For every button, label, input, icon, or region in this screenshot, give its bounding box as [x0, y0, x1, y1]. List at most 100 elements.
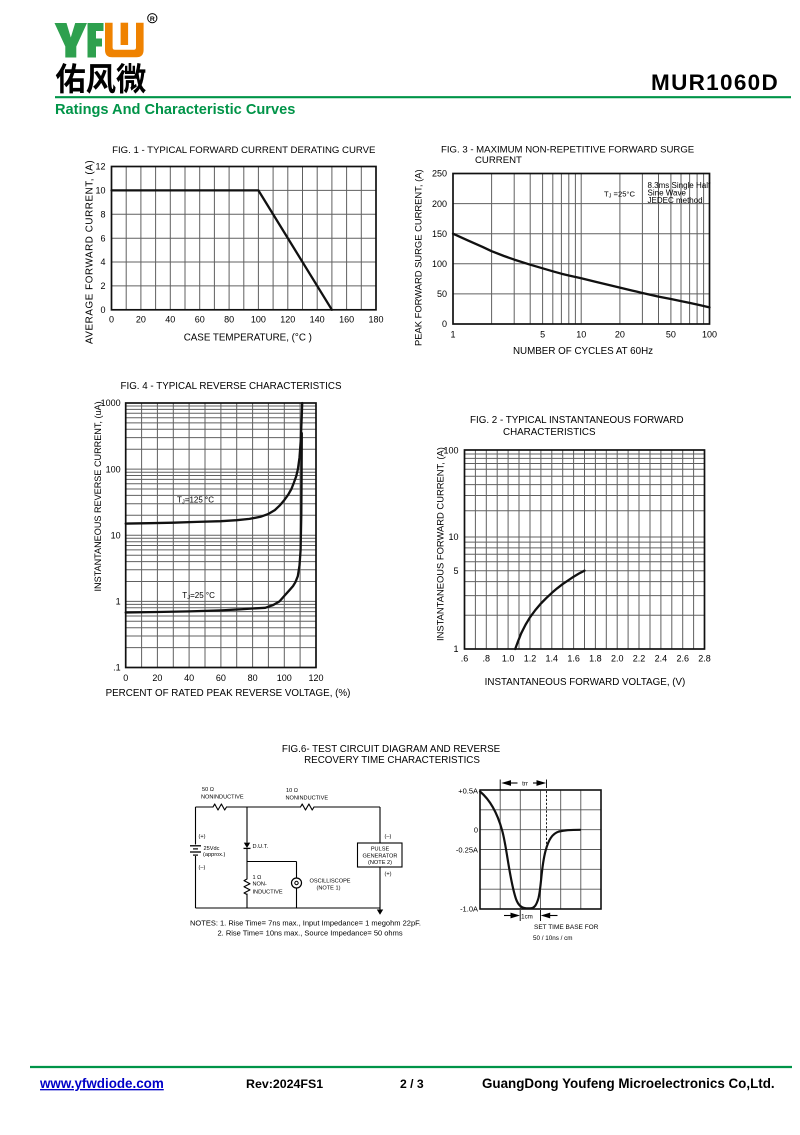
svg-text:FIG. 4 - TYPICAL REVERSE CHARA: FIG. 4 - TYPICAL REVERSE CHARACTERISTICS: [120, 381, 341, 392]
svg-text:2: 2: [100, 281, 105, 291]
svg-text:(–): (–): [385, 834, 392, 840]
svg-text:NONINDUCTIVE: NONINDUCTIVE: [286, 796, 329, 802]
svg-text:.6: .6: [461, 654, 469, 664]
svg-text:INSTANTANEOUS REVERSE CURRENT,: INSTANTANEOUS REVERSE CURRENT, (uA): [93, 401, 103, 591]
svg-text:(+): (+): [199, 834, 206, 840]
svg-text:40: 40: [184, 673, 194, 683]
svg-text:120: 120: [280, 315, 295, 325]
svg-text:INSTANTANEOUS FORWARD VOLTAGE,: INSTANTANEOUS FORWARD VOLTAGE, (V): [485, 677, 686, 688]
svg-text:1.0: 1.0: [502, 654, 515, 664]
svg-text:(approx.): (approx.): [203, 852, 226, 858]
svg-text:140: 140: [310, 315, 325, 325]
svg-text:PULSE: PULSE: [371, 847, 390, 853]
svg-text:CASE TEMPERATURE, (°C ): CASE TEMPERATURE, (°C ): [184, 333, 312, 344]
svg-text:60: 60: [195, 315, 205, 325]
svg-text:INDUCTIVE: INDUCTIVE: [253, 890, 283, 896]
svg-text:FIG. 3 - MAXIMUM NON-REPETITIV: FIG. 3 - MAXIMUM NON-REPETITIVE FORWARD …: [441, 145, 694, 156]
svg-text:INSTANTANEOUS FORWARD CURRENT,: INSTANTANEOUS FORWARD CURRENT, (A): [435, 447, 446, 641]
svg-text:-1.0A: -1.0A: [460, 905, 478, 914]
svg-text:0: 0: [109, 315, 114, 325]
svg-text:160: 160: [339, 315, 354, 325]
svg-text:(NOTE 1): (NOTE 1): [317, 886, 341, 892]
svg-text:10: 10: [576, 330, 586, 340]
svg-text:0: 0: [442, 319, 447, 329]
svg-text:120: 120: [308, 673, 323, 683]
svg-text:2. Rise Time= 10ns max., Sourc: 2. Rise Time= 10ns max., Source Impedanc…: [218, 929, 403, 938]
svg-text:250: 250: [432, 169, 447, 179]
svg-text:20: 20: [152, 673, 162, 683]
svg-text:200: 200: [432, 199, 447, 209]
svg-text:8: 8: [100, 210, 105, 220]
svg-text:1: 1: [116, 597, 121, 607]
svg-text:1cm: 1cm: [521, 913, 533, 920]
svg-text:PERCENT OF RATED PEAK REVERSE: PERCENT OF RATED PEAK REVERSE VOLTAGE, (…: [106, 688, 351, 699]
svg-text:2.4: 2.4: [655, 654, 668, 664]
svg-text:NON-: NON-: [253, 882, 267, 888]
svg-text:1.4: 1.4: [546, 654, 559, 664]
svg-text:25Vdc: 25Vdc: [204, 846, 220, 852]
svg-text:2.2: 2.2: [633, 654, 646, 664]
svg-text:1: 1: [453, 644, 458, 654]
svg-text:NUMBER OF CYCLES AT 60Hz: NUMBER OF CYCLES AT 60Hz: [513, 346, 653, 357]
svg-text:GENERATOR: GENERATOR: [363, 854, 398, 860]
svg-text:0: 0: [123, 673, 128, 683]
svg-text:50: 50: [666, 330, 676, 340]
svg-text:CHARACTERISTICS: CHARACTERISTICS: [503, 427, 596, 438]
svg-text:+0.5A: +0.5A: [458, 787, 478, 796]
svg-text:CURRENT: CURRENT: [475, 155, 522, 166]
svg-text:trr: trr: [522, 781, 528, 788]
svg-text:100: 100: [251, 315, 266, 325]
svg-text:8.3ms Single Half: 8.3ms Single Half: [648, 181, 711, 190]
svg-text:TJ =25°C: TJ =25°C: [604, 190, 635, 200]
svg-text:2.0: 2.0: [611, 654, 624, 664]
svg-text:GuangDong Youfeng Microelectro: GuangDong Youfeng Microelectronics Co,Lt…: [482, 1076, 775, 1091]
svg-text:JEDEC method: JEDEC method: [648, 196, 703, 205]
svg-text:FIG. 1 - TYPICAL FORWARD CURRE: FIG. 1 - TYPICAL FORWARD CURRENT DERATIN…: [112, 145, 375, 156]
svg-text:NONINDUCTIVE: NONINDUCTIVE: [201, 795, 244, 801]
svg-text:Ratings And Characteristic Cur: Ratings And Characteristic Curves: [55, 102, 295, 118]
svg-text:1 Ω: 1 Ω: [253, 875, 262, 881]
svg-text:10: 10: [111, 531, 121, 541]
svg-text:50 / 10ns / cm: 50 / 10ns / cm: [533, 935, 573, 942]
svg-text:Sine Wave: Sine Wave: [648, 189, 687, 198]
svg-text:.1: .1: [113, 663, 121, 673]
svg-text:40: 40: [165, 315, 175, 325]
svg-text:-0.25A: -0.25A: [456, 846, 478, 855]
svg-text:10 Ω: 10 Ω: [286, 788, 298, 794]
svg-text:60: 60: [216, 673, 226, 683]
svg-text:Rev:2024FS1: Rev:2024FS1: [246, 1077, 323, 1091]
svg-text:OSCILLISCOPE: OSCILLISCOPE: [310, 879, 351, 885]
svg-text:TJ=125 °C: TJ=125 °C: [177, 495, 214, 505]
svg-text:100: 100: [432, 259, 447, 269]
svg-text:2.8: 2.8: [698, 654, 711, 664]
svg-text:(+): (+): [385, 872, 392, 878]
svg-text:20: 20: [136, 315, 146, 325]
svg-text:MUR1060D: MUR1060D: [651, 70, 779, 95]
svg-text:1.2: 1.2: [524, 654, 537, 664]
svg-text:4: 4: [100, 257, 105, 267]
svg-text:100: 100: [106, 464, 121, 474]
svg-text:AVERAGE FORWARD CURRENT, (A): AVERAGE FORWARD CURRENT, (A): [85, 160, 96, 344]
svg-text:FIG.6- TEST CIRCUIT DIAGRAM AN: FIG.6- TEST CIRCUIT DIAGRAM AND REVERSE: [282, 744, 501, 755]
svg-text:(NOTE 2): (NOTE 2): [368, 860, 392, 866]
svg-text:1.8: 1.8: [589, 654, 602, 664]
svg-text:80: 80: [224, 315, 234, 325]
svg-text:R: R: [150, 16, 155, 23]
svg-text:2 / 3: 2 / 3: [400, 1077, 424, 1091]
svg-text:50: 50: [437, 289, 447, 299]
svg-text:NOTES: 1. Rise Time= 7ns max.: NOTES: 1. Rise Time= 7ns max., Input Imp…: [190, 919, 421, 928]
svg-text:6: 6: [100, 233, 105, 243]
svg-text:PEAK FORWARD SURGE CURRENT, (A: PEAK FORWARD SURGE CURRENT, (A): [413, 169, 424, 346]
svg-text:50 Ω: 50 Ω: [202, 787, 214, 793]
svg-text:10: 10: [448, 532, 458, 542]
svg-text:100: 100: [277, 673, 292, 683]
svg-text:0: 0: [100, 305, 105, 315]
svg-text:0: 0: [474, 826, 478, 835]
svg-text:www.yfwdiode.com: www.yfwdiode.com: [39, 1076, 164, 1091]
svg-text:RECOVERY TIME CHARACTERISTICS: RECOVERY TIME CHARACTERISTICS: [304, 755, 480, 766]
svg-text:5: 5: [453, 566, 458, 576]
svg-text:D.U.T.: D.U.T.: [253, 844, 269, 850]
svg-text:(–): (–): [199, 865, 206, 871]
svg-text:20: 20: [615, 330, 625, 340]
svg-text:180: 180: [368, 315, 383, 325]
